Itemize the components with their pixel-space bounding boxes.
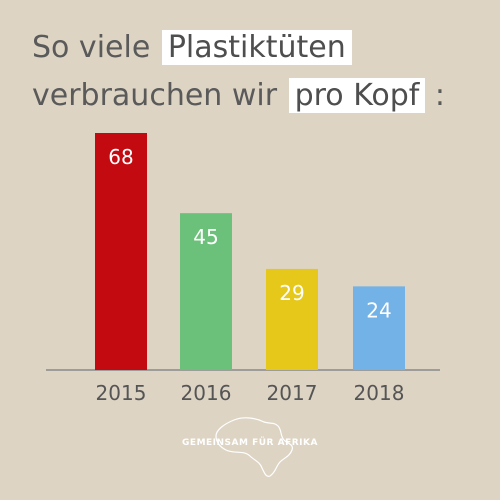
data-label-2016: 45 (193, 225, 218, 249)
title-highlight-2: pro Kopf (288, 78, 426, 113)
data-label-2015: 68 (108, 145, 133, 169)
title-prefix-2: verbrauchen wir (32, 78, 278, 113)
x-tick-label-2016: 2016 (181, 381, 232, 405)
title-highlight-1: Plastiktüten (161, 30, 352, 65)
title-suffix-2: : (434, 78, 445, 113)
data-label-2018: 24 (366, 298, 391, 322)
title-line-2: verbrauchen wir pro Kopf : (32, 78, 445, 113)
logo-text: GEMEINSAM FÜR AFRIKA (182, 438, 318, 448)
title-line-1: So viele Plastiktüten (32, 30, 352, 65)
data-label-2017: 29 (279, 281, 304, 305)
x-tick-label-2017: 2017 (267, 381, 318, 405)
bar-2018 (353, 286, 405, 370)
africa-logo-icon (215, 417, 293, 477)
x-tick-label-2018: 2018 (354, 381, 405, 405)
title-prefix-1: So viele (32, 30, 151, 65)
bar-2017 (266, 268, 318, 370)
bar-2016 (180, 213, 232, 370)
x-tick-label-2015: 2015 (96, 381, 147, 405)
bar-2015 (95, 133, 147, 370)
